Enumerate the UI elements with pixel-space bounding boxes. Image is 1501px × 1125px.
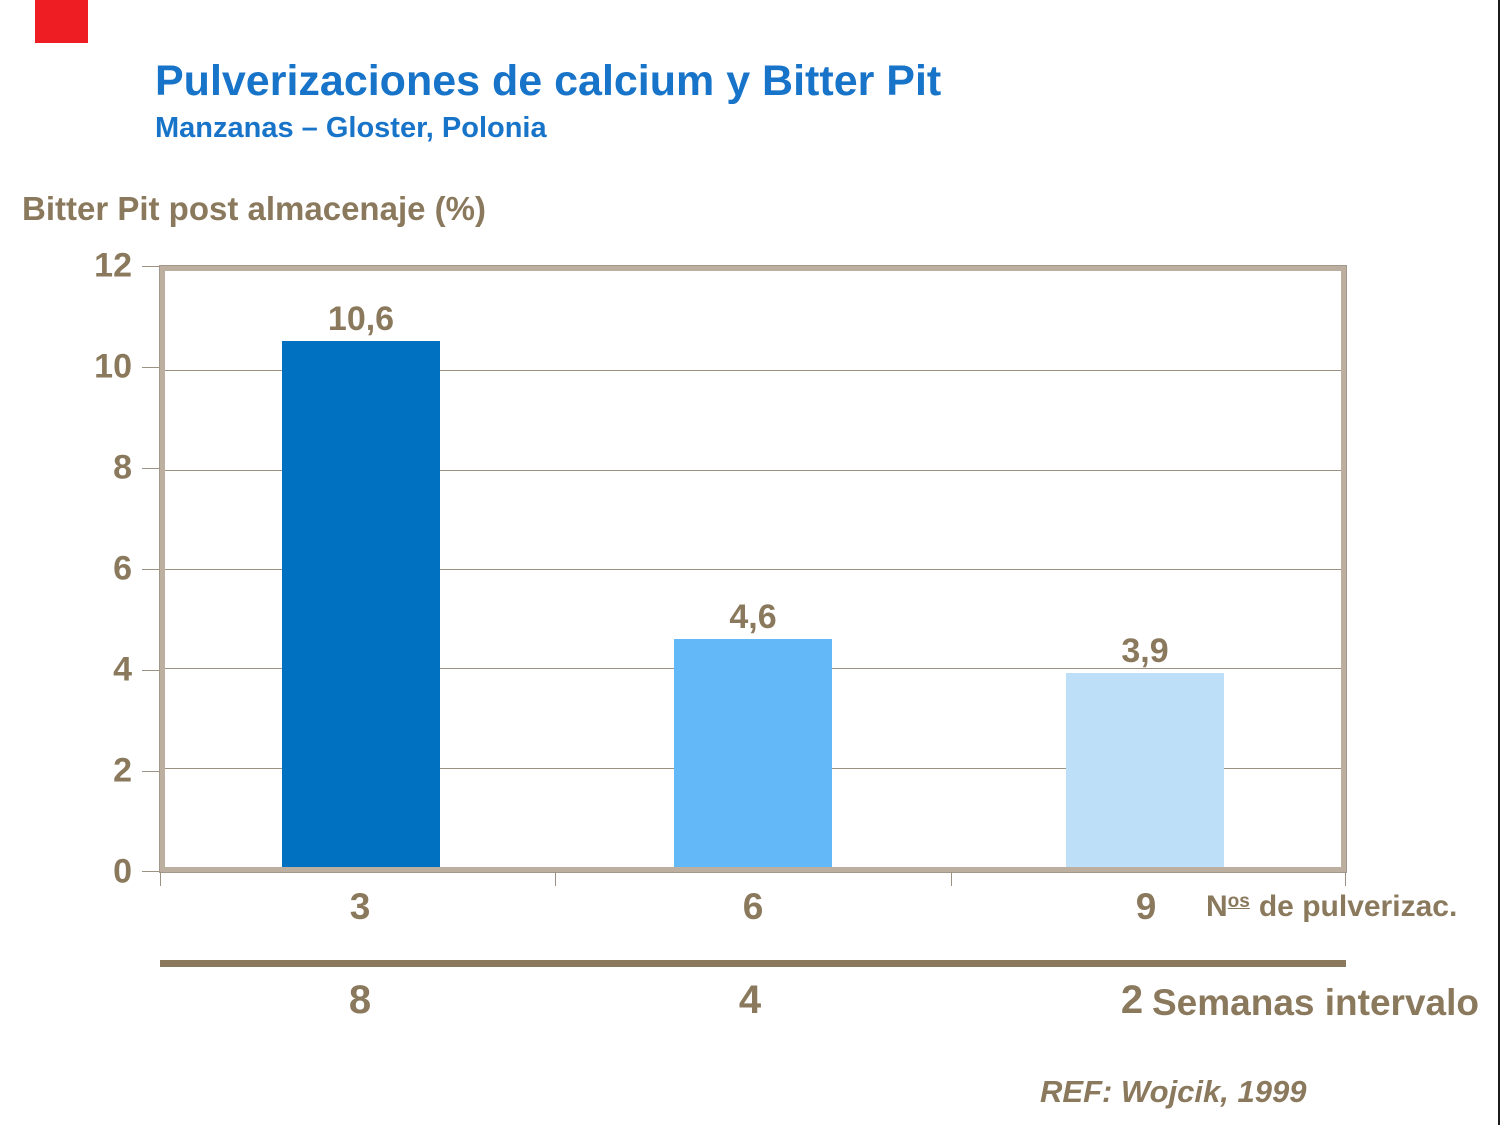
x-axis-name-prefix: N xyxy=(1206,890,1228,923)
reference-note: REF: Wojcik, 1999 xyxy=(1040,1074,1307,1109)
interval-axis-line xyxy=(160,960,1346,967)
x-axis-tick-marks xyxy=(160,872,1346,886)
category-label: 3 xyxy=(349,886,371,927)
bar-value-label: 3,9 xyxy=(1121,632,1169,671)
gridline xyxy=(165,469,1341,471)
y-tick-label: 4 xyxy=(113,650,132,689)
right-edge-line xyxy=(1498,0,1500,1125)
y-tick-label: 6 xyxy=(113,549,132,588)
gridline xyxy=(165,370,1341,372)
plot-area: 10,6 4,6 3,9 xyxy=(159,265,1347,873)
bar xyxy=(674,638,832,867)
gridline xyxy=(165,569,1341,570)
x-axis-name: Nos de pulverizac. xyxy=(1206,890,1457,924)
interval-value: 4 xyxy=(738,978,762,1022)
bar-value-label: 10,6 xyxy=(327,299,395,338)
y-tick-label: 8 xyxy=(113,448,132,487)
interval-value: 2 xyxy=(1120,978,1144,1022)
y-tick-label: 2 xyxy=(113,751,132,790)
red-corner-mark xyxy=(35,0,88,43)
category-label: 6 xyxy=(742,886,764,927)
bar-value-label: 4,6 xyxy=(729,597,777,636)
bar xyxy=(282,340,440,867)
bar-column: 10,6 xyxy=(282,271,440,867)
y-tick-label: 10 xyxy=(94,347,132,386)
y-axis-tick-marks xyxy=(142,266,160,872)
y-axis-tick-labels: 12 10 8 6 4 2 0 xyxy=(50,247,132,891)
interval-axis-name: Semanas intervalo xyxy=(1152,982,1479,1023)
interval-value: 8 xyxy=(348,978,372,1022)
y-tick-label: 12 xyxy=(94,246,132,285)
bar-column: 3,9 xyxy=(1065,271,1224,867)
bar xyxy=(1065,673,1224,867)
chart-subtitle: Manzanas – Gloster, Polonia xyxy=(155,112,547,144)
chart-title: Pulverizaciones de calcium y Bitter Pit xyxy=(155,57,942,105)
x-axis-name-superscript: os xyxy=(1227,891,1250,912)
y-axis-title: Bitter Pit post almacenaje (%) xyxy=(22,190,486,227)
bar-column: 4,6 xyxy=(674,271,832,867)
category-label: 9 xyxy=(1135,886,1157,927)
y-tick-label: 0 xyxy=(113,852,132,891)
x-axis-name-rest: de pulverizac. xyxy=(1258,890,1458,923)
